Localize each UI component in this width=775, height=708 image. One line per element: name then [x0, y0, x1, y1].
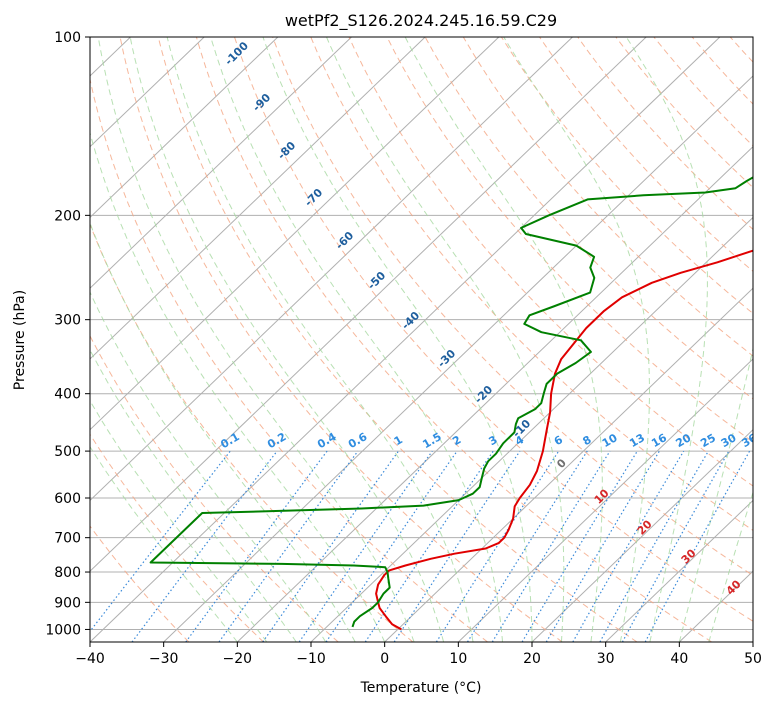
moist-adiabat	[708, 490, 753, 642]
y-tick-label: 200	[54, 208, 81, 224]
isotherm-gridline	[605, 499, 753, 642]
mixing-ratio-line	[435, 450, 560, 642]
x-tick-label: −10	[296, 651, 326, 667]
isotherm-gridline	[90, 37, 279, 219]
dry-adiabat	[119, 37, 563, 642]
isotherm-gridline	[0, 37, 57, 642]
x-tick-label: 0	[380, 651, 389, 667]
isotherm-gridline	[90, 37, 500, 431]
mixing-ratio-line	[325, 450, 458, 642]
y-axis-title: Pressure (hPa)	[12, 290, 28, 390]
plot-frame	[89, 36, 754, 643]
isotherm-gridline	[90, 37, 647, 572]
dry-adiabat	[90, 223, 414, 642]
mixing-ratio-line	[90, 450, 231, 633]
plot-background	[90, 37, 753, 642]
x-tick-label: −20	[223, 651, 253, 667]
dry-adiabat	[195, 37, 712, 642]
dry-adiabat	[157, 37, 638, 642]
moist-adiabat	[97, 37, 415, 642]
y-tick-label: 400	[54, 387, 81, 403]
y-tick-label: 300	[54, 313, 81, 329]
dry-adiabat	[539, 37, 753, 272]
background-lines	[90, 37, 775, 642]
dry-adiabat	[90, 334, 339, 642]
moist-adiabat	[90, 290, 327, 642]
moist-adiabat	[210, 37, 503, 642]
x-axis-title: Temperature (°C)	[360, 680, 482, 696]
isotherm-gridline	[384, 287, 753, 642]
moist-adiabat	[129, 37, 445, 642]
y-tick-label: 800	[54, 565, 81, 581]
dry-adiabat	[768, 37, 775, 642]
y-tick-label: 500	[54, 444, 81, 460]
moist-adiabat	[166, 37, 474, 642]
isotherm-gridline	[752, 641, 753, 642]
x-tick-label: −40	[75, 651, 105, 667]
dry-adiabat	[386, 37, 753, 443]
moist-adiabat	[678, 346, 753, 642]
y-tick-label: 1000	[45, 622, 81, 638]
moist-adiabat	[90, 221, 356, 642]
y-tick-label: 900	[54, 595, 81, 611]
dry-adiabat	[310, 37, 753, 531]
dry-adiabat	[462, 37, 753, 357]
isotherm-gridline	[90, 37, 573, 502]
x-tick-label: 20	[523, 651, 541, 667]
mixing-ratio-line	[218, 450, 359, 642]
plot-area	[90, 37, 753, 642]
series-layer	[149, 176, 753, 631]
moist-adiabat	[625, 37, 708, 642]
x-tick-label: −30	[149, 651, 179, 667]
x-tick-label: 40	[670, 651, 688, 667]
moist-adiabat	[262, 37, 533, 642]
temperature-profile-line	[375, 249, 753, 631]
isotherm-gridline	[163, 75, 753, 642]
dry-adiabat	[234, 37, 753, 622]
mixing-ratio-line	[545, 450, 660, 642]
isotherm-gridline	[90, 37, 426, 360]
moist-adiabat	[503, 37, 651, 642]
dry-adiabat	[90, 77, 488, 642]
dry-adiabat	[577, 37, 753, 230]
mixing-ratio-line	[521, 450, 638, 642]
mixing-ratio-line	[599, 450, 709, 642]
mixing-ratio-line	[644, 450, 751, 642]
x-tick-label: 10	[449, 651, 467, 667]
mixing-ratio-line	[466, 450, 588, 642]
mixing-ratio-line	[262, 450, 399, 642]
y-tick-label: 700	[54, 531, 81, 547]
moist-adiabat	[326, 37, 565, 642]
x-tick-label: 50	[744, 651, 762, 667]
isotherm-gridline	[90, 37, 721, 642]
mixing-ratio-label: 36	[740, 431, 760, 450]
mixing-ratio-line	[572, 450, 685, 642]
x-tick-label: 30	[597, 651, 615, 667]
dewpoint-profile-line	[149, 176, 753, 628]
isotherm-gridline	[90, 37, 205, 148]
y-tick-label: 600	[54, 491, 81, 507]
isotherm-gridline	[236, 145, 753, 642]
y-tick-label: 100	[54, 30, 81, 46]
dry-adiabat	[90, 525, 190, 642]
chart-title: wetPf2_S126.2024.245.16.59.C29	[285, 11, 557, 31]
isotherm-gridline	[90, 37, 352, 289]
mixing-ratio-line	[491, 450, 611, 642]
mixing-ratio-line	[621, 450, 730, 642]
dry-adiabat	[272, 37, 753, 577]
axes: −40 −30 −20 −10 0 10 20 30 40 50 100 200 300 400 500 60…	[45, 30, 762, 667]
